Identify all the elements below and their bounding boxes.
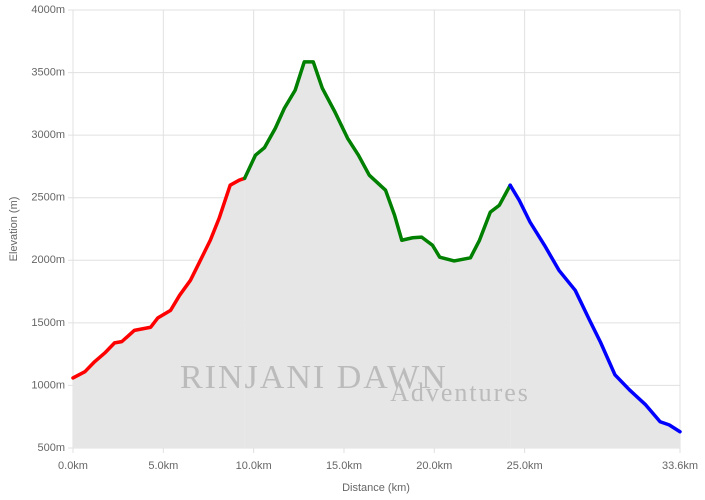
x-tick-label: 20.0km bbox=[416, 460, 452, 472]
x-axis-label: Distance (km) bbox=[342, 482, 410, 494]
y-axis-label: Elevation (m) bbox=[8, 197, 20, 262]
elevation-line bbox=[508, 183, 682, 434]
y-tick-label: 2500m bbox=[31, 192, 65, 204]
y-tick-label: 1500m bbox=[31, 317, 65, 329]
elevation-area bbox=[510, 185, 680, 448]
x-tick-label: 33.6km bbox=[662, 460, 698, 472]
elevation-line bbox=[242, 60, 512, 263]
watermark-text: RINJANI DAWN bbox=[180, 359, 448, 396]
watermark-text: Adventures bbox=[390, 378, 530, 407]
y-tick-label: 3500m bbox=[31, 66, 65, 78]
elevation-area bbox=[73, 178, 245, 448]
x-tick-label: 0.0km bbox=[58, 460, 88, 472]
y-tick-label: 500m bbox=[37, 442, 65, 454]
x-tick-label: 10.0km bbox=[236, 460, 272, 472]
y-tick-label: 3000m bbox=[31, 129, 65, 141]
elevation-area bbox=[244, 61, 511, 448]
y-tick-label: 1000m bbox=[31, 379, 65, 391]
elevation-line bbox=[71, 176, 247, 380]
y-tick-label: 2000m bbox=[31, 254, 65, 266]
x-tick-label: 5.0km bbox=[148, 460, 178, 472]
x-tick-label: 25.0km bbox=[507, 460, 543, 472]
x-tick-label: 15.0km bbox=[326, 460, 362, 472]
y-tick-label: 4000m bbox=[31, 4, 65, 16]
